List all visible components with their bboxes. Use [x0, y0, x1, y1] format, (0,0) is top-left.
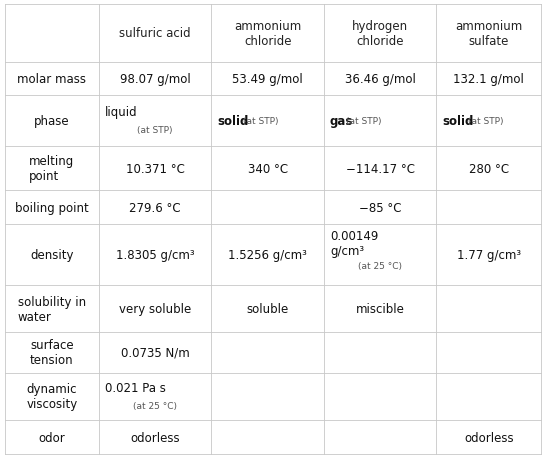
Text: ammonium
sulfate: ammonium sulfate [455, 20, 523, 48]
Text: surface
tension: surface tension [30, 339, 74, 367]
Text: miscible: miscible [356, 302, 405, 315]
Text: 1.8305 g/cm³: 1.8305 g/cm³ [116, 248, 194, 261]
Text: (at STP): (at STP) [243, 117, 278, 126]
Text: 340 °C: 340 °C [247, 162, 288, 175]
Text: −85 °C: −85 °C [359, 201, 401, 214]
Text: 0.00149
g/cm³: 0.00149 g/cm³ [330, 230, 378, 258]
Text: sulfuric acid: sulfuric acid [119, 27, 191, 40]
Text: density: density [30, 248, 74, 261]
Text: solid: solid [217, 115, 249, 128]
Text: (at STP): (at STP) [346, 117, 382, 126]
Text: solubility in
water: solubility in water [18, 295, 86, 323]
Text: (at STP): (at STP) [138, 126, 173, 135]
Text: very soluble: very soluble [119, 302, 191, 315]
Text: liquid: liquid [105, 106, 138, 119]
Text: odorless: odorless [130, 431, 180, 443]
Text: 1.77 g/cm³: 1.77 g/cm³ [456, 248, 521, 261]
Text: 10.371 °C: 10.371 °C [126, 162, 185, 175]
Text: 0.0735 N/m: 0.0735 N/m [121, 346, 189, 359]
Text: 280 °C: 280 °C [468, 162, 509, 175]
Text: phase: phase [34, 115, 70, 128]
Text: solid: solid [442, 115, 474, 128]
Text: ammonium
chloride: ammonium chloride [234, 20, 301, 48]
Text: (at STP): (at STP) [468, 117, 503, 126]
Text: odorless: odorless [464, 431, 514, 443]
Text: soluble: soluble [246, 302, 289, 315]
Text: 1.5256 g/cm³: 1.5256 g/cm³ [228, 248, 307, 261]
Text: molar mass: molar mass [17, 73, 86, 86]
Text: melting
point: melting point [29, 155, 74, 183]
Text: (at 25 °C): (at 25 °C) [133, 401, 177, 409]
Text: odor: odor [39, 431, 66, 443]
Text: boiling point: boiling point [15, 201, 89, 214]
Text: 98.07 g/mol: 98.07 g/mol [120, 73, 191, 86]
Text: 36.46 g/mol: 36.46 g/mol [345, 73, 416, 86]
Text: 53.49 g/mol: 53.49 g/mol [232, 73, 303, 86]
Text: 0.021 Pa s: 0.021 Pa s [105, 381, 165, 395]
Text: gas: gas [330, 115, 353, 128]
Text: −114.17 °C: −114.17 °C [346, 162, 415, 175]
Text: (at 25 °C): (at 25 °C) [358, 261, 402, 270]
Text: 132.1 g/mol: 132.1 g/mol [453, 73, 524, 86]
Text: 279.6 °C: 279.6 °C [129, 201, 181, 214]
Text: hydrogen
chloride: hydrogen chloride [352, 20, 408, 48]
Text: dynamic
viscosity: dynamic viscosity [26, 383, 78, 411]
